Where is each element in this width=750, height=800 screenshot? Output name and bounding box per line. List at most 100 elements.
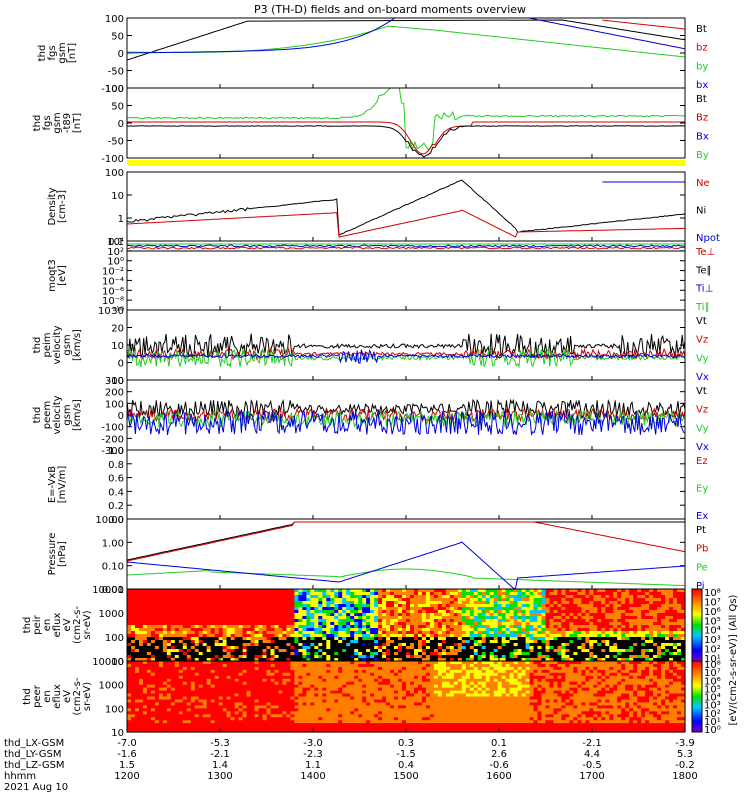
- spectrogram-cell: [346, 655, 351, 659]
- spectrogram-cell: [513, 598, 519, 602]
- spectrogram-cell: [254, 595, 260, 599]
- spectrogram-cell: [127, 652, 132, 656]
- spectrogram-cell: [174, 664, 180, 668]
- spectrogram-cell: [338, 628, 343, 632]
- spectrogram-cell: [146, 666, 152, 671]
- spectrogram-cell: [310, 607, 315, 611]
- spectrogram-cell: [322, 661, 327, 665]
- spectrogram-cell: [469, 595, 475, 599]
- spectrogram-cell: [298, 598, 303, 602]
- spectrogram-cell: [150, 622, 156, 626]
- spectrogram-cell: [569, 634, 574, 638]
- spectrogram-cell: [617, 625, 622, 629]
- spectrogram-cell: [294, 693, 299, 698]
- spectrogram-cell: [593, 643, 598, 647]
- spectrogram-cell: [230, 640, 236, 644]
- spectrogram-cell: [529, 601, 535, 605]
- spectrogram-cell: [418, 616, 423, 620]
- spectrogram-cell: [266, 610, 272, 614]
- spectrogram-cell: [139, 643, 144, 647]
- spectrogram-cell: [318, 607, 323, 611]
- spectrogram-cell: [178, 610, 184, 614]
- spectrogram-cell: [294, 729, 299, 733]
- spectrogram-cell: [605, 628, 610, 632]
- spectrogram-cell: [485, 589, 491, 593]
- spectrogram-cell: [154, 664, 160, 668]
- spectrogram-cell: [238, 646, 244, 650]
- spectrogram-cell: [154, 589, 160, 593]
- spectrogram-cell: [418, 613, 423, 617]
- spectrogram-cell: [350, 646, 355, 650]
- spectrogram-cell: [549, 604, 555, 608]
- spectrogram-cell: [246, 634, 252, 638]
- spectrogram-cell: [202, 604, 208, 608]
- spectrogram-cell: [186, 690, 192, 695]
- y-axis-label: peir: [32, 614, 43, 634]
- spectrogram-cell: [322, 631, 327, 635]
- spectrogram-cell: [206, 640, 212, 644]
- spectrogram-cell: [406, 607, 411, 611]
- spectrogram-cell: [326, 705, 331, 709]
- spectrogram-cell: [414, 622, 419, 626]
- spectrogram-cell: [441, 658, 447, 662]
- spectrogram-cell: [202, 643, 208, 647]
- spectrogram-cell: [429, 616, 435, 620]
- spectrogram-cell: [142, 613, 148, 617]
- spectrogram-cell: [593, 634, 598, 638]
- spectrogram-cell: [354, 619, 359, 623]
- spectrogram-cell: [513, 610, 519, 614]
- spectrogram-cell: [661, 598, 666, 602]
- spectrogram-cell: [489, 589, 495, 593]
- y-tick-label: 100: [105, 633, 124, 644]
- spectrogram-cell: [629, 595, 634, 599]
- spectrogram-cell: [150, 646, 156, 650]
- spectrogram-cell: [162, 625, 168, 629]
- spectrogram-cell: [330, 678, 335, 683]
- spectrogram-cell: [346, 717, 351, 721]
- spectrogram-cell: [402, 643, 407, 647]
- spectrogram-cell: [298, 699, 303, 704]
- spectrogram-cell: [318, 634, 323, 638]
- spectrogram-cell: [246, 720, 252, 724]
- spectrogram-cell: [202, 666, 208, 671]
- spectrogram-cell: [278, 655, 284, 659]
- spectrogram-cell: [354, 607, 359, 611]
- spectrogram-cell: [166, 693, 172, 698]
- spectrogram-cell: [258, 723, 264, 727]
- spectrogram-cell: [250, 687, 256, 692]
- spectrogram-cell: [202, 592, 208, 596]
- spectrogram-cell: [362, 646, 367, 650]
- spectrogram-cell: [386, 589, 391, 593]
- y-tick-label: 0.4: [108, 487, 124, 498]
- spectrogram-cell: [421, 610, 427, 614]
- spectrogram-cell: [166, 598, 172, 602]
- spectrogram-cell: [246, 717, 252, 721]
- spectrogram-cell: [194, 690, 200, 695]
- spectrogram-cell: [501, 640, 507, 644]
- spectrogram-cell: [282, 693, 287, 698]
- spectrogram-cell: [242, 675, 248, 680]
- spectrogram-cell: [206, 693, 212, 698]
- spectrogram-cell: [202, 687, 208, 692]
- spectrogram-cell: [406, 625, 411, 629]
- spectrogram-cell: [226, 693, 232, 698]
- spectrogram-cell: [135, 607, 140, 611]
- spectrogram-cell: [270, 702, 276, 706]
- spectrogram-cell: [226, 604, 232, 608]
- spectrogram-cell: [302, 720, 307, 724]
- spectrogram-cell: [613, 628, 618, 632]
- spectrogram-cell: [218, 664, 224, 668]
- spectrogram-cell: [135, 646, 140, 650]
- spectrogram-cell: [653, 631, 658, 635]
- spectrogram-cell: [521, 601, 527, 605]
- spectrogram-cell: [477, 592, 483, 596]
- spectrogram-cell: [402, 601, 407, 605]
- spectrogram-cell: [545, 649, 551, 653]
- spectrogram-cell: [529, 592, 535, 596]
- spectrogram-cell: [481, 646, 487, 650]
- spectrogram-cell: [266, 589, 272, 593]
- spectrogram-cell: [549, 622, 555, 626]
- spectrogram-cell: [214, 595, 220, 599]
- spectrogram-cell: [537, 631, 543, 635]
- legend-entry: Vx: [696, 372, 709, 383]
